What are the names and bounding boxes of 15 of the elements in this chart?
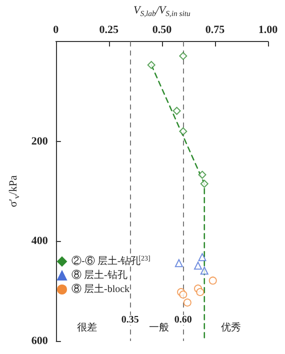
legend-label: ⑧ 层土-钻孔 [72,269,128,281]
x-tick-label: 0.75 [205,24,226,36]
annotation: 很差 [77,322,98,334]
y-tick-label: 200 [31,135,48,148]
annotation: 一般 [149,322,169,334]
legend-label: ⑧ 层土-block [72,283,130,295]
x-tick-label: 0.50 [152,24,172,36]
x-tick-label: 1.00 [258,24,278,36]
ref-line-label: 0.35 [121,314,139,326]
y-tick-label: 400 [31,235,48,248]
ref-line-label: 0.60 [174,314,192,326]
x-tick-label: 0 [53,24,60,36]
annotation: 优秀 [220,322,241,334]
x-tick-label: 0.25 [99,24,120,36]
y-tick-label: 600 [31,335,48,347]
